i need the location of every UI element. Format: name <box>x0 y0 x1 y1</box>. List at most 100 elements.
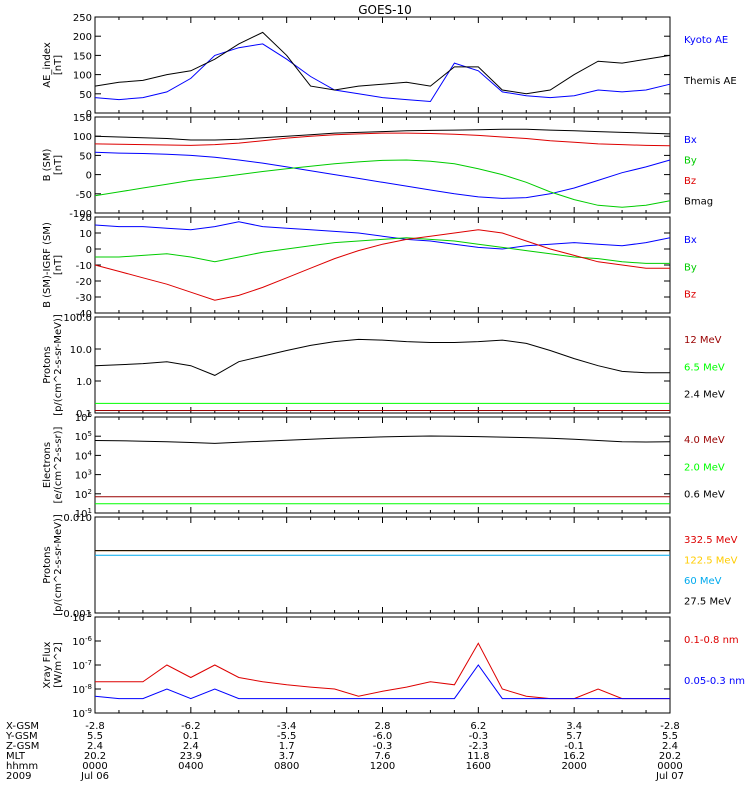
x-axis-value: 7.6 <box>375 751 391 762</box>
series-line-kyoto-ae <box>94 43 671 103</box>
legend-label: 4.0 MeV <box>684 435 725 446</box>
x-axis-row-label: MLT <box>6 751 26 762</box>
x-axis-value: 2.8 <box>375 721 391 732</box>
y-axis-label: [nT] <box>53 255 64 275</box>
y-axis-label: Protons <box>42 546 53 583</box>
legend-label: 2.4 MeV <box>684 390 725 401</box>
legend-label: 332.5 MeV <box>684 535 738 546</box>
x-axis-value: -2.8 <box>85 721 105 732</box>
x-axis-value: 2.4 <box>87 741 103 752</box>
series-line-bx <box>94 151 671 199</box>
y-tick-label: 250 <box>73 13 92 24</box>
y-tick-label: 10-8 <box>72 683 92 696</box>
legend-label: Kyoto AE <box>684 35 728 46</box>
x-axis-value: 3.7 <box>279 751 295 762</box>
series-line-bx <box>94 221 671 250</box>
x-axis-value: 3.4 <box>566 721 582 732</box>
panel-frame <box>94 416 671 514</box>
y-tick-label: 10.0 <box>70 345 92 356</box>
x-axis-value: 2.4 <box>183 741 199 752</box>
x-axis-value: -6.2 <box>181 721 201 732</box>
x-axis-value: 1600 <box>466 761 491 772</box>
series-line-2-4-mev <box>94 338 670 376</box>
x-axis-value: Jul 07 <box>655 771 684 782</box>
x-axis-value: 11.8 <box>467 751 489 762</box>
series-line-bz <box>94 229 670 301</box>
y-tick-label: 200 <box>73 32 92 43</box>
y-tick-label: 100 <box>73 71 92 82</box>
x-axis-value: 2.4 <box>662 741 678 752</box>
legend-label: 0.6 MeV <box>684 490 725 501</box>
legend-label: 0.05-0.3 nm <box>684 676 745 687</box>
x-axis-value: -5.5 <box>277 731 297 742</box>
y-tick-label: 105 <box>75 430 92 443</box>
panel-bsm: -100 -50 0 50 100 150 B (SM) [nT] Bx By Bz Bmag <box>42 113 713 220</box>
series-line-0-05-0-3-nm <box>94 664 670 700</box>
y-tick-label: 0 <box>86 171 92 182</box>
x-axis-value: 0000 <box>657 761 682 772</box>
y-axis-label: Protons <box>42 346 53 383</box>
x-axis-row-label: hhmm <box>6 761 38 772</box>
legend-label: By <box>684 156 697 167</box>
panel-protons2: 0.001 0.010 Protons [p/(cm^2-s-sr-MeV)] 332.… <box>42 513 738 620</box>
y-axis-label: AE_index <box>42 42 53 88</box>
y-tick-label: 104 <box>75 449 93 462</box>
x-axis-value: 1200 <box>370 761 395 772</box>
x-axis-value: 2000 <box>561 761 586 772</box>
series-line-bz <box>94 132 671 147</box>
y-tick-label: 0 <box>86 245 92 256</box>
panel-frame <box>94 216 671 314</box>
panel-xray: 10-9 10-8 10-7 10-6 10-5 Xray Flux [W/m^2] 0.1-… <box>42 611 745 720</box>
x-axis-value: -6.0 <box>373 731 393 742</box>
y-tick-label: 10-9 <box>72 707 92 720</box>
x-axis-value: Jul 06 <box>80 771 109 782</box>
x-axis-value: -0.1 <box>564 741 584 752</box>
y-tick-label: 106 <box>75 411 93 424</box>
x-axis-row-label: 2009 <box>6 771 31 782</box>
legend-label: 6.5 MeV <box>684 362 725 373</box>
x-axis-value: -2.8 <box>660 721 680 732</box>
series-line-0-1-0-8-nm <box>95 642 670 700</box>
y-tick-label: -30 <box>76 293 92 304</box>
x-axis-value: 5.5 <box>662 731 678 742</box>
y-axis-label: Electrons <box>42 442 53 488</box>
y-tick-label: 10-6 <box>72 635 92 648</box>
x-axis-value: -0.3 <box>373 741 393 752</box>
series-line-bmag <box>94 128 671 141</box>
x-axis-value: 0400 <box>178 761 203 772</box>
y-axis-label: [e/(cm^2-s-sr)] <box>53 426 64 503</box>
panel-frame <box>94 516 671 614</box>
panel-dbsm: -40 -30 -20 -10 0 10 20 B (SM)-IGRF (SM) [nT] Bx B… <box>42 213 697 320</box>
series-line-0-6-mev <box>94 435 671 444</box>
legend-label: 122.5 MeV <box>684 556 738 567</box>
y-axis-label: B (SM)-IGRF (SM) <box>42 222 53 308</box>
y-tick-label: 50 <box>79 90 92 101</box>
legend-label: 2.0 MeV <box>684 462 725 473</box>
y-axis-label: [p/(cm^2-s-sr-MeV)] <box>53 314 64 416</box>
y-axis-label: B (SM) <box>42 148 53 181</box>
panel-protons1: 0.1 1.0 10.0 100.0 Protons [p/(cm^2-s-sr-MeV)… <box>42 313 725 420</box>
legend-label: Bz <box>684 290 696 301</box>
x-axis-value: 6.2 <box>470 721 486 732</box>
y-tick-label: 0.1 <box>76 409 92 420</box>
y-axis-label: [W/m^2] <box>53 642 64 688</box>
y-tick-label: 0 <box>86 109 92 120</box>
panel-ae: 0 50 100 150 200 250 AE_index [nT] Kyoto AE Themi… <box>42 13 737 120</box>
y-tick-label: 102 <box>75 488 92 501</box>
x-axis-value: 0800 <box>274 761 299 772</box>
x-axis-value: -3.4 <box>277 721 297 732</box>
legend-label: Themis AE <box>683 76 737 87</box>
y-tick-label: -40 <box>76 309 92 320</box>
legend-label: Bz <box>684 176 696 187</box>
y-tick-label: 0.010 <box>63 513 92 524</box>
y-tick-label: 1.0 <box>76 377 92 388</box>
series-line-by <box>94 159 671 208</box>
y-tick-label: 0.001 <box>63 609 92 620</box>
y-tick-label: 50 <box>79 151 92 162</box>
y-tick-label: 10-5 <box>72 611 92 624</box>
x-axis-value: 20.2 <box>659 751 681 762</box>
panel-frame <box>94 316 671 414</box>
x-axis-row-label: Y-GSM <box>5 731 38 742</box>
page-title: GOES-10 <box>358 3 412 17</box>
y-tick-label: 10 <box>79 229 92 240</box>
